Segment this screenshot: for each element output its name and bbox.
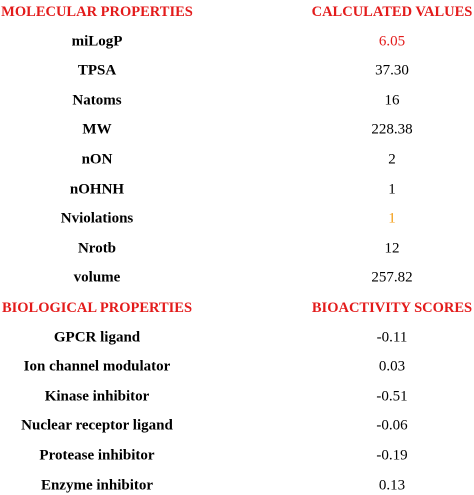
property-name: MW xyxy=(82,121,112,138)
property-value: 16 xyxy=(384,92,400,109)
property-value: 2 xyxy=(388,151,396,168)
property-value: 257.82 xyxy=(371,269,413,286)
property-value: 37.30 xyxy=(375,62,409,79)
property-name: GPCR ligand xyxy=(53,329,141,346)
property-name: Protease inhibitor xyxy=(39,447,155,464)
section-header: CALCULATED VALUES xyxy=(311,3,473,20)
property-name: volume xyxy=(73,269,121,286)
property-name: Kinase inhibitor xyxy=(44,388,150,405)
section-header: BIOACTIVITY SCORES xyxy=(311,299,473,316)
property-name: miLogP xyxy=(71,33,123,50)
section-header: MOLECULAR PROPERTIES xyxy=(1,3,193,20)
property-name: Natoms xyxy=(72,92,122,109)
property-name: Enzyme inhibitor xyxy=(40,477,154,494)
property-value: 0.13 xyxy=(378,477,406,494)
property-name: nON xyxy=(81,151,113,168)
property-value: 1 xyxy=(388,210,396,227)
property-value: -0.11 xyxy=(376,329,408,346)
property-name: TPSA xyxy=(77,62,117,79)
property-name: Nrotb xyxy=(77,240,117,257)
property-name: Nuclear receptor ligand xyxy=(21,417,173,434)
property-name: Nviolations xyxy=(60,210,134,227)
property-value: 12 xyxy=(384,240,400,257)
property-value: 6.05 xyxy=(378,33,406,50)
property-name: nOHNH xyxy=(69,181,125,198)
property-value: -0.19 xyxy=(376,447,408,464)
property-value: -0.51 xyxy=(376,388,408,405)
section-header: BIOLOGICAL PROPERTIES xyxy=(1,299,193,316)
property-value: 1 xyxy=(388,181,396,198)
property-name: Ion channel modulator xyxy=(23,358,171,375)
property-value: 0.03 xyxy=(378,358,406,375)
property-value: -0.06 xyxy=(376,417,408,434)
property-value: 228.38 xyxy=(371,121,413,138)
